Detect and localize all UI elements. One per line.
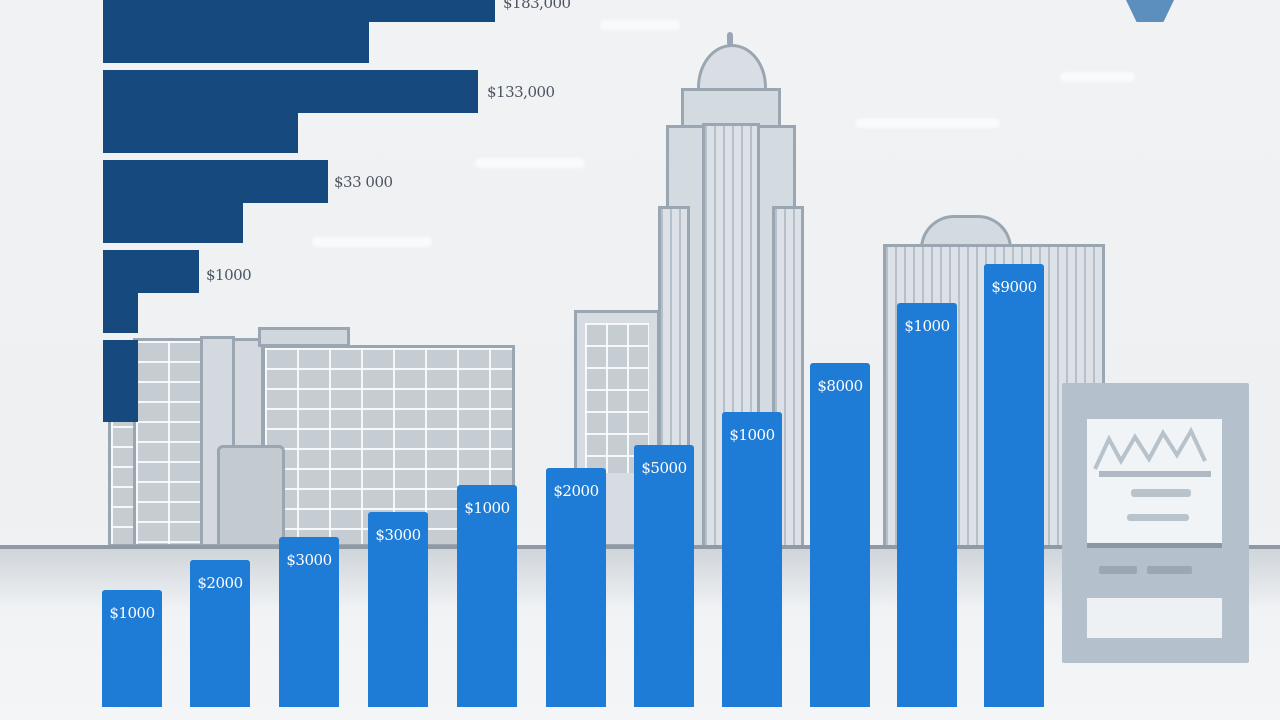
horizontal-bar [103, 0, 495, 22]
gem-icon [1126, 0, 1174, 22]
bar-value-label: $133,000 [487, 83, 555, 101]
bar-value-label: $2000 [553, 482, 599, 500]
bar-value-label: $33 000 [334, 173, 393, 191]
bar-value-label: $1000 [464, 499, 510, 517]
horizontal-bar [103, 291, 138, 333]
vertical-bar: $3000 [368, 512, 428, 707]
vertical-bar: $3000 [279, 537, 339, 707]
cloud-icon [855, 118, 1000, 128]
horizontal-bar [103, 70, 478, 113]
bar-value-label: $9000 [991, 278, 1037, 296]
text-line [1099, 566, 1137, 574]
horizontal-bar [103, 20, 369, 63]
vertical-bar: $1000 [897, 303, 957, 707]
horizontal-bar [103, 340, 138, 422]
bar-value-label: $183,000 [503, 0, 571, 12]
kiosk-panel [1062, 383, 1249, 663]
vertical-bar: $2000 [190, 560, 250, 707]
cloud-icon [475, 158, 585, 168]
vertical-bar: $1000 [457, 485, 517, 707]
bar-value-label: $3000 [286, 551, 332, 569]
bar-value-label: $5000 [641, 459, 687, 477]
cloud-icon [312, 237, 432, 247]
cloud-icon [1060, 72, 1135, 82]
chart-screen [1087, 419, 1222, 544]
vertical-bar: $9000 [984, 264, 1044, 707]
vertical-bar: $5000 [634, 445, 694, 707]
bar-value-label: $8000 [817, 377, 863, 395]
text-line [1147, 566, 1192, 574]
divider [1087, 543, 1222, 548]
bar-value-label: $1000 [729, 426, 775, 444]
horizontal-bar [103, 250, 199, 293]
bar-value-label: $2000 [197, 574, 243, 592]
line-chart-icon [1093, 426, 1211, 521]
building-roof [258, 327, 350, 347]
panel [1087, 598, 1222, 638]
tank [217, 445, 285, 547]
building [133, 338, 203, 547]
vertical-bar: $2000 [546, 468, 606, 707]
bar-value-label: $1000 [904, 317, 950, 335]
bar-value-label: $3000 [375, 526, 421, 544]
vertical-bar: $8000 [810, 363, 870, 707]
horizontal-bar [103, 201, 243, 243]
bar-value-label: $1000 [109, 604, 155, 622]
vertical-bar: $1000 [722, 412, 782, 707]
cloud-icon [600, 20, 680, 30]
bar-value-label: $1000 [206, 266, 252, 284]
vertical-bar: $1000 [102, 590, 162, 707]
horizontal-bar [103, 111, 298, 153]
horizontal-bar [103, 160, 328, 203]
